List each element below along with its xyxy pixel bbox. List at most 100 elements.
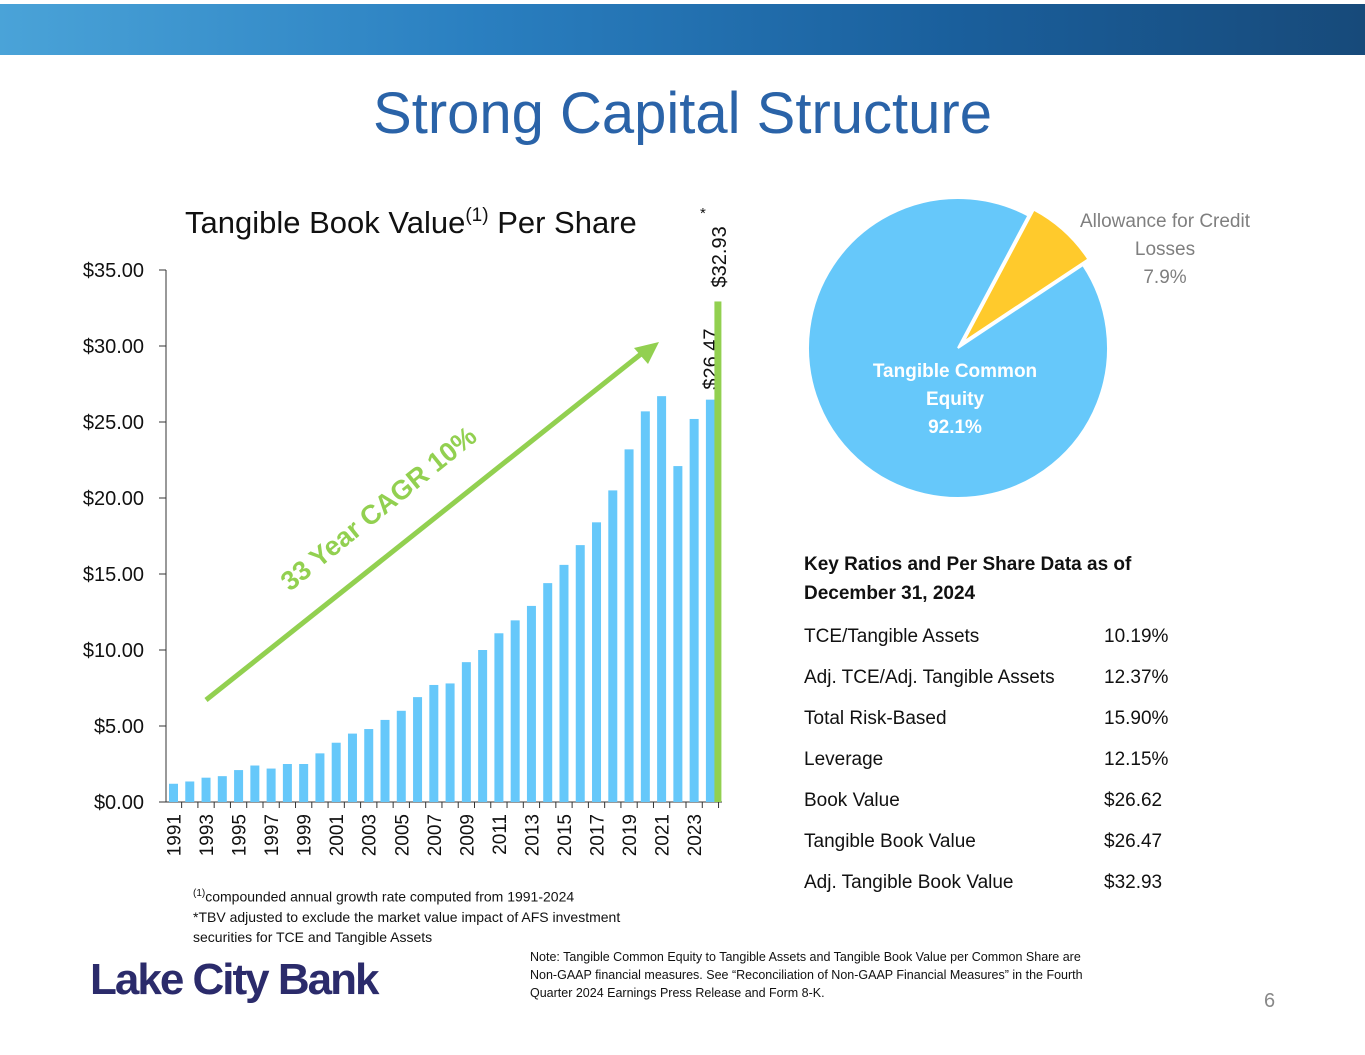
chart-title: Tangible Book Value(1) Per Share <box>185 205 637 240</box>
table-cell: Total Risk-Based <box>804 707 947 729</box>
x-tick-label: 1997 <box>262 814 283 856</box>
trend-arrow <box>204 348 648 702</box>
x-tick-label: 2023 <box>685 814 706 856</box>
bar <box>282 764 292 802</box>
bar <box>185 781 195 802</box>
x-tick-label: 2011 <box>490 814 511 855</box>
pie-category: Allowance for Credit Losses <box>1079 211 1251 260</box>
table-cell: TCE/Tangible Assets <box>804 625 980 647</box>
x-tick-label: 1991 <box>165 814 186 856</box>
footnotes: (1)compounded annual growth rate compute… <box>193 884 683 947</box>
bar <box>429 684 439 802</box>
footnote: *TBV adjusted to exclude the market valu… <box>193 908 621 945</box>
x-tick-label: 2019 <box>620 814 641 856</box>
table-cell: Leverage <box>804 748 884 770</box>
pie-label: Tangible Common Equity 92.1% <box>860 358 1050 442</box>
table-cell: 12.15% <box>1104 748 1169 770</box>
x-tick-label: 2015 <box>555 814 576 856</box>
bar <box>217 776 227 802</box>
bar <box>299 764 309 802</box>
bar <box>543 583 553 802</box>
ratios-table: Key Ratios and Per Share Data as of Dece… <box>804 550 1204 903</box>
table-cell: Adj. TCE/Adj. Tangible Assets <box>804 666 1055 688</box>
y-tick-label: $5.00 <box>94 716 144 738</box>
bar <box>575 545 585 802</box>
table-cell: $26.47 <box>1104 830 1163 852</box>
x-tick-label: 2005 <box>392 814 413 856</box>
table-row: TCE/Tangible Assets 10.19% <box>804 616 1204 657</box>
table-cell: 12.37% <box>1104 666 1169 688</box>
pie-label: Allowance for Credit Losses 7.9% <box>1060 208 1270 292</box>
y-tick-label: $20.00 <box>83 488 144 510</box>
footnote-mark: (1) <box>193 888 206 899</box>
bar <box>640 411 650 802</box>
y-tick-label: $35.00 <box>83 260 144 282</box>
pie-category: Tangible Common Equity <box>872 361 1038 410</box>
bar <box>445 683 455 802</box>
bar <box>266 768 276 802</box>
bar <box>608 490 618 802</box>
x-tick-label: 2017 <box>588 814 609 856</box>
table-cell: Book Value <box>804 789 900 811</box>
x-tick-label: 2007 <box>425 814 446 856</box>
bar <box>705 399 715 802</box>
bar <box>478 650 488 802</box>
x-tick-label: 2009 <box>457 814 478 856</box>
pie-slice <box>962 208 1090 343</box>
bar <box>234 770 244 802</box>
y-tick-label: $10.00 <box>83 640 144 662</box>
bar <box>592 522 602 802</box>
trend-arrowhead <box>634 342 659 364</box>
table-cell: Tangible Book Value <box>804 830 976 852</box>
value-label-note: * <box>700 205 706 222</box>
table-cell: 15.90% <box>1104 707 1169 729</box>
bar <box>461 662 471 802</box>
bar <box>364 729 374 802</box>
bar <box>657 396 667 802</box>
bar <box>494 633 504 802</box>
slide-title: Strong Capital Structure <box>373 81 992 146</box>
y-tick-label: $30.00 <box>83 336 144 358</box>
bar <box>689 418 699 802</box>
header-band <box>0 4 1365 55</box>
table-row: Tangible Book Value $26.47 <box>804 821 1204 862</box>
table-cell: $26.62 <box>1104 789 1163 811</box>
value-label: $32.93 <box>709 226 731 287</box>
y-tick-label: $15.00 <box>83 564 144 586</box>
x-tick-label: 1999 <box>295 814 316 856</box>
x-tick-label: 2001 <box>327 814 348 856</box>
bar <box>331 742 341 802</box>
chart-title-part: Tangible Book Value <box>185 205 465 240</box>
pie-value-label: 7.9% <box>1143 267 1187 288</box>
table-row: Adj. Tangible Book Value $32.93 <box>804 862 1204 903</box>
bar <box>201 777 211 802</box>
table-heading: Key Ratios and Per Share Data as of Dece… <box>804 554 1132 604</box>
x-tick-label: 2003 <box>360 814 381 856</box>
table-row: Adj. TCE/Adj. Tangible Assets 12.37% <box>804 657 1204 698</box>
table-row: Total Risk-Based 15.90% <box>804 698 1204 739</box>
table-cell: $32.93 <box>1104 871 1163 893</box>
pie-value-label: 92.1% <box>928 417 982 438</box>
bar <box>526 605 536 802</box>
logo: Lake City Bank <box>90 955 379 1004</box>
bar <box>624 449 634 802</box>
x-tick-label: 2013 <box>522 814 543 856</box>
bar <box>250 765 260 802</box>
page-number: 6 <box>1264 990 1276 1012</box>
bar <box>169 783 178 802</box>
annotation: 33 Year CAGR 10% <box>275 421 482 597</box>
bar <box>380 719 390 802</box>
footnote: compounded annual growth rate computed f… <box>205 888 575 905</box>
chart-title-part: Per Share <box>489 205 637 240</box>
bar <box>315 753 325 802</box>
x-tick-label: 2021 <box>653 814 674 856</box>
table-cell: 10.19% <box>1104 625 1169 647</box>
table-row: Leverage 12.15% <box>804 739 1204 780</box>
x-tick-label: 1995 <box>230 814 251 856</box>
bar <box>510 620 520 802</box>
chart-title-part: (1) <box>465 205 488 226</box>
note: Note: Tangible Common Equity to Tangible… <box>530 950 1083 1000</box>
bar <box>396 710 406 802</box>
pie-slice <box>807 197 1109 500</box>
